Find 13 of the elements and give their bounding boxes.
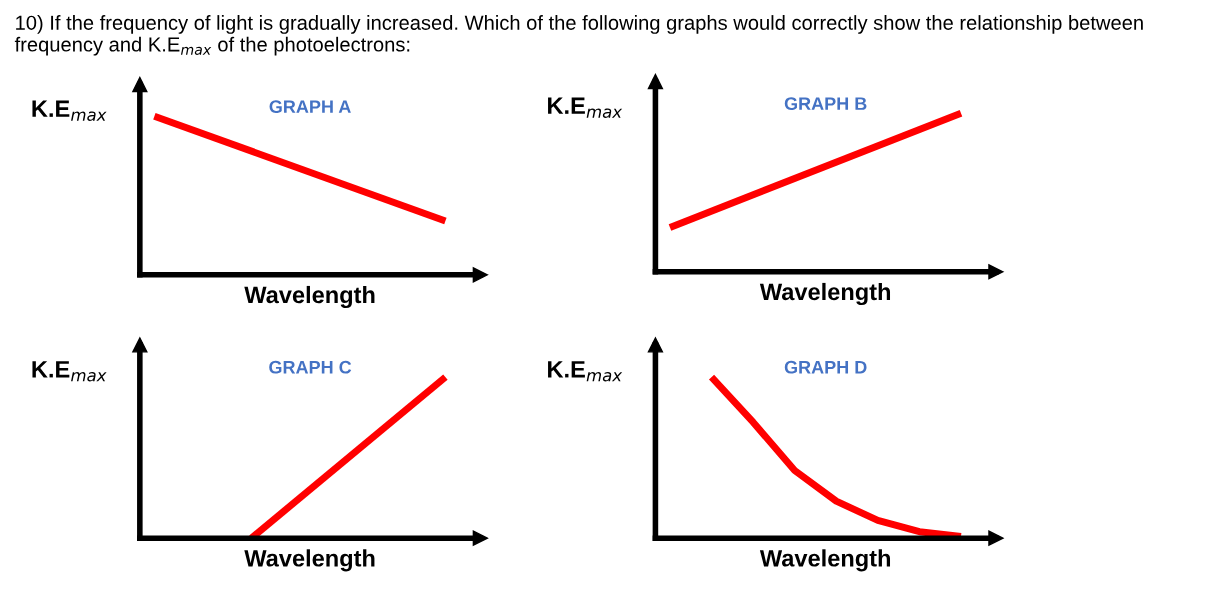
- y-axis-title: K.E$_{max}$: [548, 97, 623, 118]
- y-axis-title: K.E$_{max}$: [32, 100, 107, 121]
- chart-title: GRAPH A: [269, 100, 351, 114]
- chart-title: GRAPH C: [269, 360, 352, 374]
- chart-title: GRAPH D: [784, 360, 867, 374]
- x-axis-title: Wavelength: [759, 549, 891, 572]
- chart-title: GRAPH B: [784, 97, 867, 111]
- x-axis-title: Wavelength: [244, 549, 375, 572]
- y-axis-title: K.E$_{max}$: [548, 361, 623, 382]
- x-axis-title: Wavelength: [759, 282, 891, 306]
- y-axis-title: K.E$_{max}$: [32, 361, 107, 382]
- x-axis-title: Wavelength: [244, 285, 375, 309]
- text: 10) If the frequency of light is gradually increased. Which of the following graphs would correctly show the relationship between frequency and K.E$_{max}$ of the photoelectrons:: [14, 15, 1143, 56]
